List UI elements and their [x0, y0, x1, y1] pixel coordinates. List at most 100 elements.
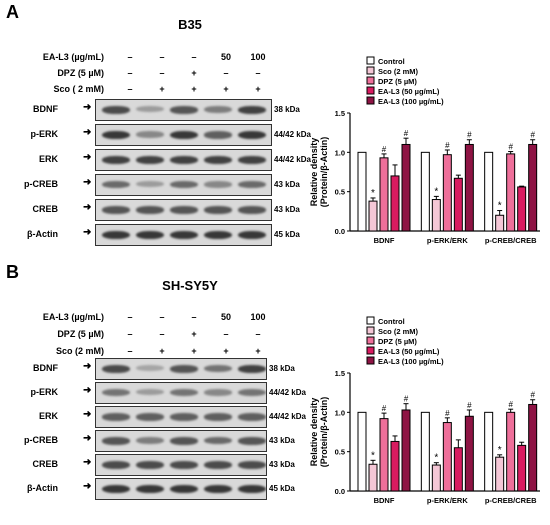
significance-mark: # — [382, 145, 387, 154]
blot-strip — [95, 406, 267, 428]
blot-band — [136, 413, 164, 421]
legend-label: Sco (2 mM) — [378, 327, 419, 336]
blot-band — [204, 437, 232, 445]
bar — [420, 151, 430, 232]
blot-band — [238, 413, 266, 421]
legend-label: EA-L3 (100 µg/mL) — [378, 357, 444, 366]
significance-mark: # — [445, 409, 450, 418]
bar — [379, 418, 389, 492]
blot-band — [136, 206, 164, 214]
treatment-value: + — [223, 84, 229, 94]
treatment-value: + — [191, 68, 197, 78]
x-tick-label: p-ERK/ERK — [427, 496, 468, 505]
blot-band — [170, 389, 198, 397]
treatment-label: DPZ (5 µM) — [57, 329, 104, 339]
x-tick-label: p-CREB/CREB — [485, 236, 537, 245]
treatment-value: 50 — [220, 52, 231, 62]
blot-band — [136, 389, 164, 396]
bar — [484, 411, 494, 492]
blot-band — [136, 106, 164, 113]
significance-mark: # — [467, 401, 472, 410]
bar — [442, 422, 452, 492]
bar — [453, 177, 463, 232]
treatment-value: – — [159, 68, 165, 78]
blot-band — [102, 413, 130, 421]
bar — [506, 153, 516, 232]
panel-title-b: SH-SY5Y — [162, 278, 218, 293]
blot-band — [170, 156, 198, 165]
blot-band — [204, 231, 232, 240]
blot-band — [238, 365, 266, 374]
bar — [517, 444, 527, 492]
blot-protein-label: p-CREB — [24, 179, 58, 189]
legend-label: EA-L3 (50 µg/mL) — [378, 87, 440, 96]
x-tick-label: BDNF — [374, 236, 395, 245]
significance-mark: * — [434, 186, 438, 197]
blot-band — [204, 365, 232, 373]
legend-label: DPZ (5 µM) — [378, 337, 417, 346]
kda-label: 43 kDa — [269, 436, 295, 445]
blot-protein-label: BDNF — [33, 363, 58, 373]
blot-band — [204, 389, 232, 396]
y-tick-label: 1.0 — [335, 148, 345, 157]
treatment-value: + — [191, 329, 197, 339]
legend-label: Control — [378, 317, 405, 326]
blot-band — [204, 106, 232, 113]
significance-mark: * — [498, 201, 502, 212]
kda-label: 43 kDa — [269, 460, 295, 469]
bar — [495, 456, 505, 492]
treatment-value: 100 — [250, 52, 266, 62]
legend-swatch — [366, 86, 375, 95]
treatment-label: Sco ( 2 mM) — [53, 84, 104, 94]
bar — [484, 151, 494, 232]
panel-letter-a: A — [6, 2, 19, 22]
x-tick-label: BDNF — [374, 496, 395, 505]
legend-swatch — [366, 336, 375, 345]
legend-swatch — [366, 96, 375, 105]
blot-band — [238, 156, 266, 165]
arrow-icon: ➜ — [83, 127, 92, 138]
arrow-icon: ➜ — [83, 102, 92, 113]
legend-label: EA-L3 (100 µg/mL) — [378, 97, 444, 106]
significance-mark: * — [498, 445, 502, 456]
bar — [464, 415, 474, 492]
blot-strip — [95, 430, 267, 452]
legend-label: EA-L3 (50 µg/mL) — [378, 347, 440, 356]
blot-band — [136, 365, 164, 372]
blot-strip — [95, 478, 267, 500]
kda-label: 43 kDa — [274, 205, 300, 214]
blot-band — [136, 231, 164, 240]
blot-band — [170, 461, 198, 469]
blot-band — [238, 231, 266, 240]
blot-band — [170, 181, 198, 189]
treatment-label: EA-L3 (µg/mL) — [42, 52, 104, 62]
blot-band — [238, 389, 266, 397]
blot-band — [170, 365, 198, 373]
bar — [453, 447, 463, 492]
legend-swatch — [366, 76, 375, 85]
blot-band — [136, 131, 164, 138]
legend-swatch — [366, 56, 375, 65]
arrow-icon: ➜ — [83, 202, 92, 213]
bar — [517, 186, 527, 232]
y-tick-label: 1.5 — [335, 369, 345, 378]
x-tick-label: p-CREB/CREB — [485, 496, 537, 505]
bar — [431, 199, 441, 232]
y-axis-label: (Protein/β-Actin) — [319, 137, 329, 208]
arrow-icon: ➜ — [83, 409, 92, 420]
y-tick-label: 1.5 — [335, 109, 345, 118]
treatment-value: – — [127, 68, 133, 78]
bar — [528, 403, 538, 492]
blot-band — [238, 461, 266, 469]
blot-band — [238, 206, 266, 214]
arrow-icon: ➜ — [83, 152, 92, 163]
blot-protein-label: ERK — [38, 154, 58, 164]
blot-band — [170, 231, 198, 240]
panel-title-a: B35 — [178, 17, 202, 32]
treatment-value: – — [191, 52, 197, 62]
treatment-value: – — [223, 329, 229, 339]
treatment-value: – — [223, 68, 229, 78]
blot-band — [102, 389, 130, 397]
